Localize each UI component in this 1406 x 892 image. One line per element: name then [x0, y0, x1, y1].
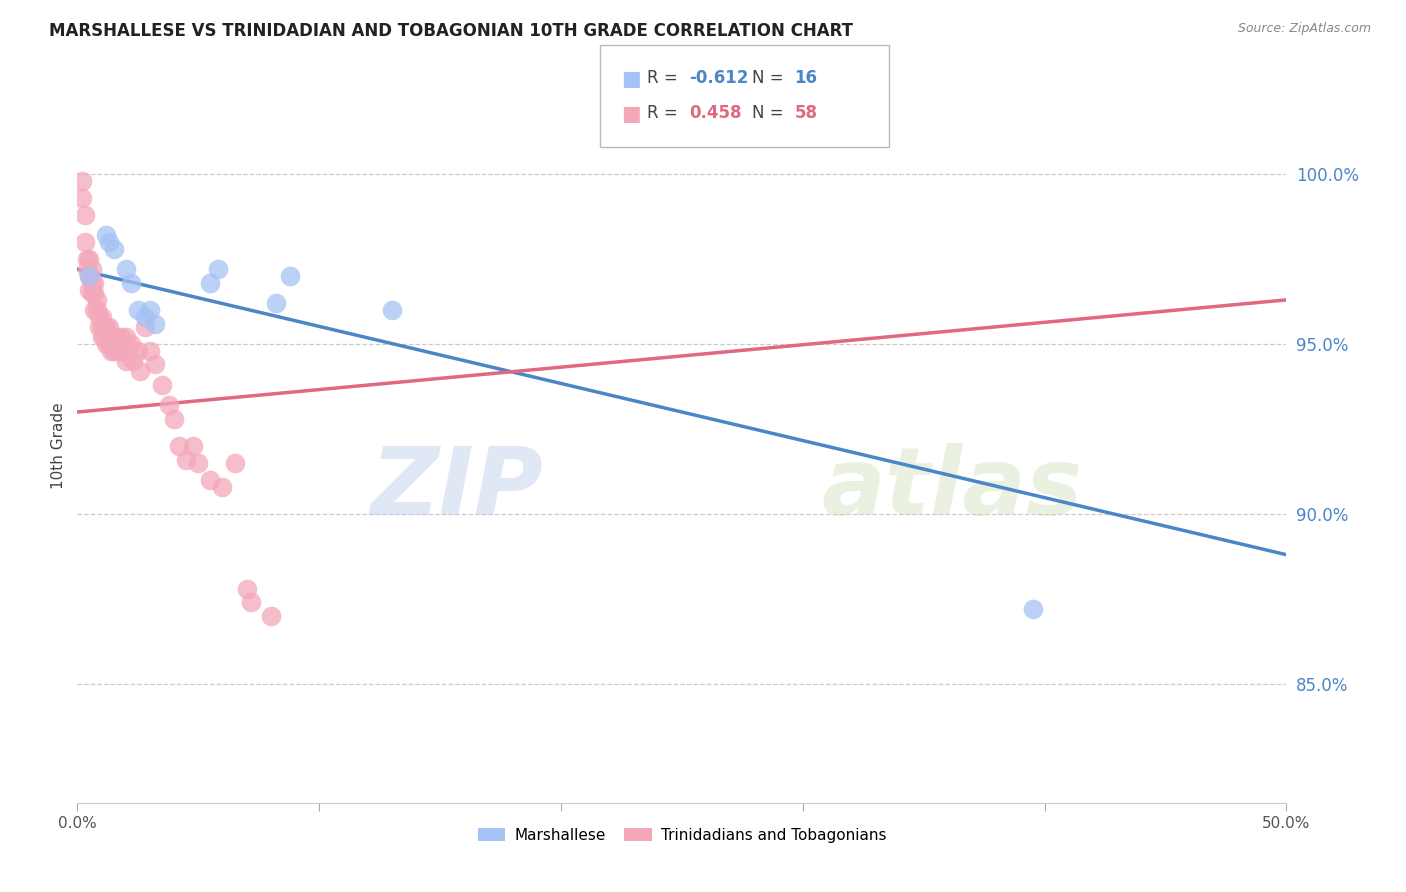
Text: R =: R =: [647, 104, 683, 122]
Text: Source: ZipAtlas.com: Source: ZipAtlas.com: [1237, 22, 1371, 36]
Point: [70, 191, 93, 205]
Point: [79, 269, 101, 284]
Point: [235, 582, 257, 596]
Point: [79, 269, 101, 284]
Point: [103, 242, 125, 256]
Point: [143, 317, 166, 331]
Point: [200, 473, 222, 487]
Point: [73, 208, 96, 222]
Point: [86, 293, 108, 307]
Point: [134, 310, 156, 324]
Point: [86, 303, 108, 318]
Point: [97, 235, 120, 249]
Point: [93, 320, 115, 334]
Point: [103, 343, 125, 358]
Point: [90, 310, 112, 324]
Point: [114, 354, 136, 368]
Point: [278, 269, 301, 284]
Point: [127, 343, 149, 358]
Point: [100, 343, 122, 358]
Text: 0.458: 0.458: [689, 104, 741, 122]
Text: -0.612: -0.612: [689, 69, 748, 87]
Point: [240, 595, 263, 609]
Point: [112, 343, 135, 358]
Point: [120, 276, 142, 290]
Point: [83, 303, 105, 318]
Point: [167, 439, 190, 453]
Point: [83, 286, 105, 301]
Point: [103, 330, 125, 344]
Point: [114, 262, 136, 277]
Text: ■: ■: [621, 104, 641, 124]
Point: [73, 235, 96, 249]
Point: [97, 320, 120, 334]
Point: [143, 358, 166, 372]
Text: N =: N =: [752, 104, 789, 122]
Y-axis label: 10th Grade: 10th Grade: [51, 402, 66, 490]
Point: [157, 398, 180, 412]
Point: [163, 412, 186, 426]
Point: [97, 337, 120, 351]
Text: MARSHALLESE VS TRINIDADIAN AND TOBAGONIAN 10TH GRADE CORRELATION CHART: MARSHALLESE VS TRINIDADIAN AND TOBAGONIA…: [49, 22, 853, 40]
Text: 16: 16: [794, 69, 817, 87]
Point: [224, 456, 246, 470]
Point: [90, 320, 112, 334]
Point: [127, 303, 149, 318]
Point: [264, 296, 287, 310]
Point: [76, 252, 98, 266]
Point: [105, 330, 128, 344]
Point: [76, 262, 98, 277]
Text: atlas: atlas: [821, 442, 1083, 535]
Point: [87, 320, 110, 334]
Point: [114, 330, 136, 344]
Point: [79, 252, 101, 266]
Point: [129, 364, 152, 378]
Point: [1021, 602, 1043, 616]
Point: [83, 276, 105, 290]
Point: [79, 283, 101, 297]
Point: [139, 343, 162, 358]
Point: [96, 228, 118, 243]
Text: ■: ■: [621, 69, 641, 88]
Point: [70, 174, 93, 188]
Point: [100, 330, 122, 344]
Text: N =: N =: [752, 69, 789, 87]
Text: ZIP: ZIP: [370, 442, 543, 535]
Point: [150, 377, 173, 392]
Point: [134, 320, 156, 334]
Point: [381, 303, 404, 318]
Point: [96, 337, 118, 351]
Point: [207, 262, 229, 277]
Point: [139, 303, 162, 318]
Point: [96, 320, 118, 334]
Point: [187, 456, 209, 470]
Point: [80, 286, 103, 301]
Point: [87, 310, 110, 324]
Point: [93, 330, 115, 344]
Point: [80, 262, 103, 277]
Text: R =: R =: [647, 69, 683, 87]
Point: [183, 439, 205, 453]
Point: [260, 608, 283, 623]
Point: [174, 452, 197, 467]
Point: [90, 330, 112, 344]
Point: [110, 330, 132, 344]
Point: [122, 354, 145, 368]
Point: [80, 276, 103, 290]
Point: [120, 337, 142, 351]
Point: [211, 480, 233, 494]
Point: [107, 343, 129, 358]
Legend: Marshallese, Trinidadians and Tobagonians: Marshallese, Trinidadians and Tobagonian…: [471, 822, 893, 848]
Text: 58: 58: [794, 104, 817, 122]
Point: [200, 276, 222, 290]
